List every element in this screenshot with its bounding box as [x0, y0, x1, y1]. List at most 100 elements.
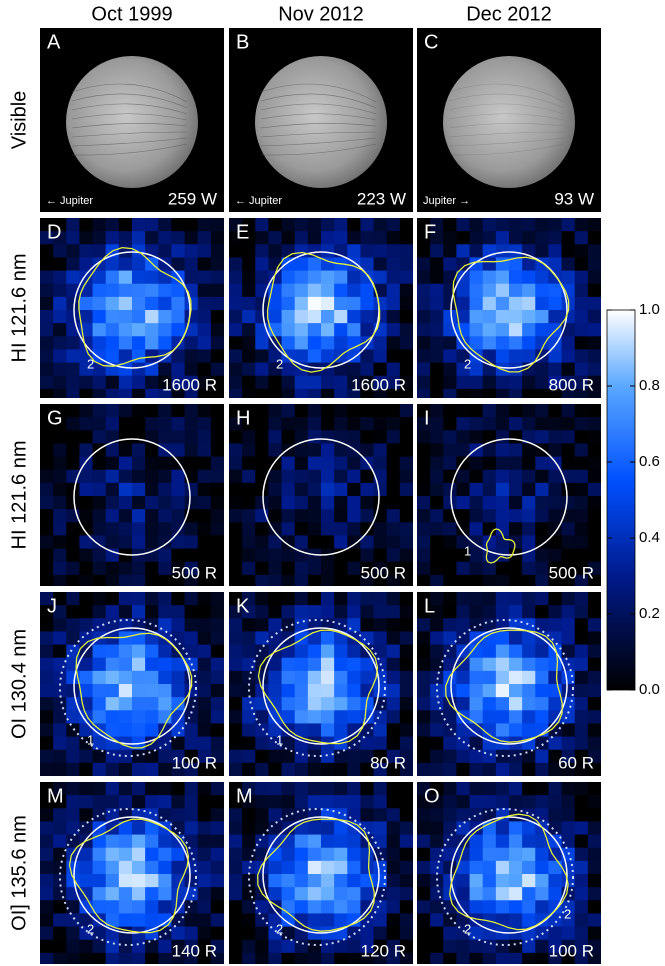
pixel — [40, 645, 54, 659]
pixel — [588, 782, 601, 796]
pixel — [229, 483, 243, 497]
pixel — [66, 535, 80, 549]
pixel — [158, 336, 172, 350]
pixel — [308, 336, 322, 350]
pixel — [496, 821, 510, 835]
pixel — [211, 605, 224, 619]
pixel — [483, 795, 497, 809]
pixel — [456, 509, 470, 523]
pixel — [308, 470, 322, 484]
pixel — [360, 782, 374, 796]
pixel — [79, 671, 93, 685]
pixel — [242, 821, 256, 835]
pixel — [40, 618, 54, 632]
pixel — [211, 618, 224, 632]
pixel — [242, 835, 256, 849]
pixel — [40, 522, 54, 536]
pixel — [575, 821, 589, 835]
pixel — [282, 231, 296, 245]
panel-scale: 80 R — [370, 753, 406, 772]
pixel — [132, 470, 146, 484]
pixel — [268, 618, 282, 632]
pixel — [496, 835, 510, 849]
panel-scale: 259 W — [168, 189, 217, 208]
pixel — [106, 470, 120, 484]
pixel — [522, 575, 536, 586]
pixel — [308, 417, 322, 431]
pixel — [443, 927, 457, 941]
pixel — [522, 913, 536, 927]
pixel — [132, 535, 146, 549]
pixel — [430, 710, 444, 724]
pixel — [255, 913, 269, 927]
pixel — [321, 417, 335, 431]
pixel — [229, 618, 243, 632]
pixel — [171, 861, 185, 875]
panel-scale: 100 R — [549, 941, 594, 960]
pixel — [119, 575, 133, 586]
pixel — [400, 808, 413, 822]
pixel — [509, 349, 523, 363]
pixel — [255, 376, 269, 390]
pixel — [255, 336, 269, 350]
pixel — [400, 887, 413, 901]
pixel — [417, 835, 431, 849]
pixel — [242, 575, 256, 586]
pixel — [158, 363, 172, 377]
pixel — [242, 927, 256, 941]
pixel — [40, 363, 54, 377]
pixel — [334, 697, 348, 711]
pixel — [562, 927, 576, 941]
pixel — [268, 483, 282, 497]
pixel — [483, 404, 497, 418]
pixel — [522, 349, 536, 363]
pixel — [185, 618, 199, 632]
pixel — [443, 549, 457, 563]
pixel — [588, 618, 601, 632]
contour-label: 2 — [276, 356, 283, 371]
pixel — [198, 835, 212, 849]
pixel — [443, 310, 457, 324]
pixel — [443, 218, 457, 232]
pixel — [106, 509, 120, 523]
pixel — [132, 349, 146, 363]
pixel — [198, 618, 212, 632]
pixel — [483, 297, 497, 311]
pixel — [400, 244, 413, 258]
pixel — [158, 218, 172, 232]
pixel — [211, 900, 224, 914]
pixel — [132, 231, 146, 245]
pixel — [211, 218, 224, 232]
pixel — [53, 737, 67, 751]
pixel — [308, 940, 322, 954]
pixel — [360, 861, 374, 875]
contour-label: 2 — [464, 921, 471, 936]
pixel — [145, 710, 159, 724]
pixel — [145, 658, 159, 672]
pixel — [575, 349, 589, 363]
pixel — [282, 297, 296, 311]
pixel — [470, 496, 484, 510]
pixel — [483, 549, 497, 563]
pixel — [417, 671, 431, 685]
pixel — [295, 782, 309, 796]
pixel — [171, 737, 185, 751]
pixel — [308, 522, 322, 536]
pixel — [229, 631, 243, 645]
pixel — [211, 549, 224, 563]
pixel — [119, 336, 133, 350]
pixel — [255, 671, 269, 685]
pixel — [496, 723, 510, 737]
pixel — [387, 310, 401, 324]
pixel — [268, 763, 282, 776]
pixel — [66, 618, 80, 632]
pixel — [119, 684, 133, 698]
pixel — [211, 417, 224, 431]
pixel — [400, 271, 413, 285]
pixel — [443, 605, 457, 619]
pixel — [562, 723, 576, 737]
pixel — [211, 443, 224, 457]
pixel — [575, 535, 589, 549]
pixel — [308, 710, 322, 724]
pixel — [588, 848, 601, 862]
